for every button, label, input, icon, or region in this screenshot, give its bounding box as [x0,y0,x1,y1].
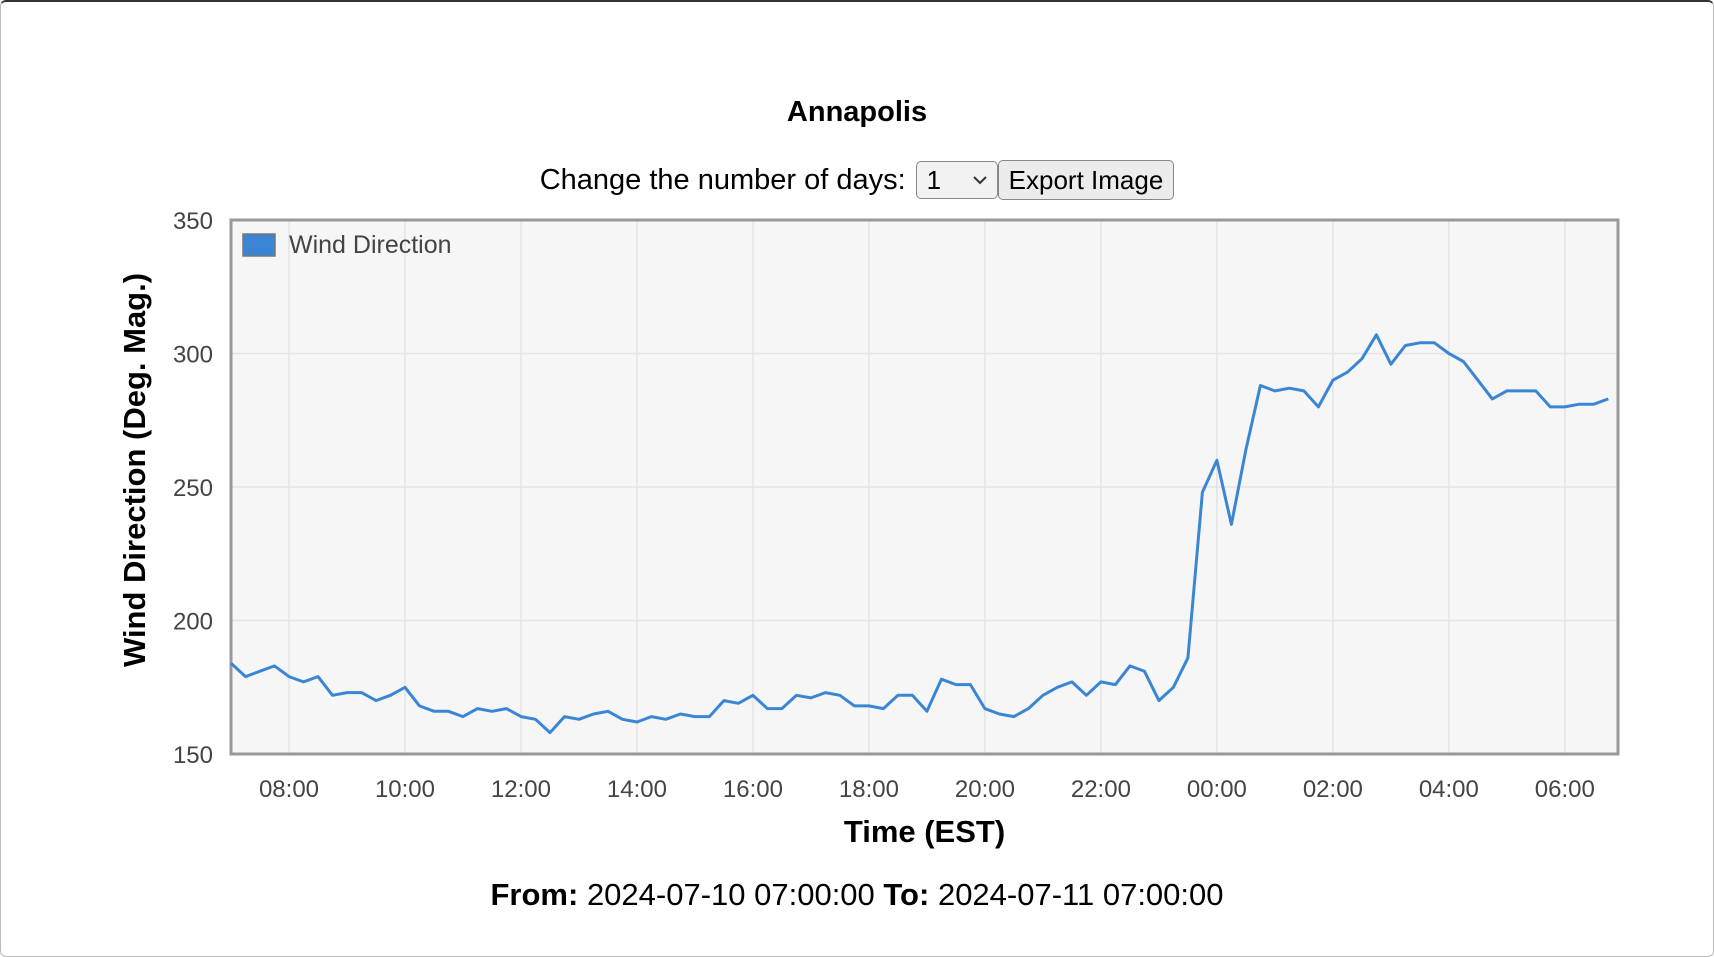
to-value: 2024-07-11 07:00:00 [937,877,1224,912]
x-tick-label: 20:00 [955,776,1015,803]
controls: Change the number of days: 1 Export Imag… [0,160,1714,200]
days-value: 1 [926,164,942,195]
plot-border [229,218,1620,756]
y-tick-label: 250 [173,475,213,502]
x-tick-label: 06:00 [1535,776,1595,803]
data-line [229,333,1609,735]
x-tick-label: 14:00 [607,776,667,803]
y-tick-label: 150 [173,742,213,769]
x-tick-label: 22:00 [1071,776,1131,803]
x-tick-label: 04:00 [1419,776,1479,803]
legend-label: Wind Direction [289,231,452,259]
days-select[interactable]: 1 [915,161,998,199]
to-label: To: [883,877,930,912]
y-tick-label: 200 [173,609,213,636]
x-tick-label: 16:00 [723,776,783,803]
y-tick-label: 300 [173,342,213,369]
from-label: From: [490,877,579,912]
from-value: 2024-07-10 07:00:00 [586,877,875,912]
x-tick-label: 10:00 [375,776,435,803]
x-tick-label: 12:00 [491,776,551,803]
x-tick-label: 08:00 [259,776,319,803]
page-title: Annapolis [786,96,928,128]
x-tick-label: 18:00 [839,776,899,803]
days-label: Change the number of days: [539,163,906,196]
legend-swatch [242,233,276,257]
x-tick-label: 02:00 [1303,776,1363,803]
x-tick-label: 00:00 [1187,776,1247,803]
y-tick-label: 350 [173,208,213,235]
chevron [972,176,987,185]
date-range: From: 2024-07-10 07:00:00 To: 2024-07-11… [0,877,1714,913]
y-axis-title: Wind Direction (Deg. Mag.) [117,273,152,667]
x-axis-title: Time (EST) [844,814,1005,849]
export-button[interactable]: Export Image [997,160,1175,200]
